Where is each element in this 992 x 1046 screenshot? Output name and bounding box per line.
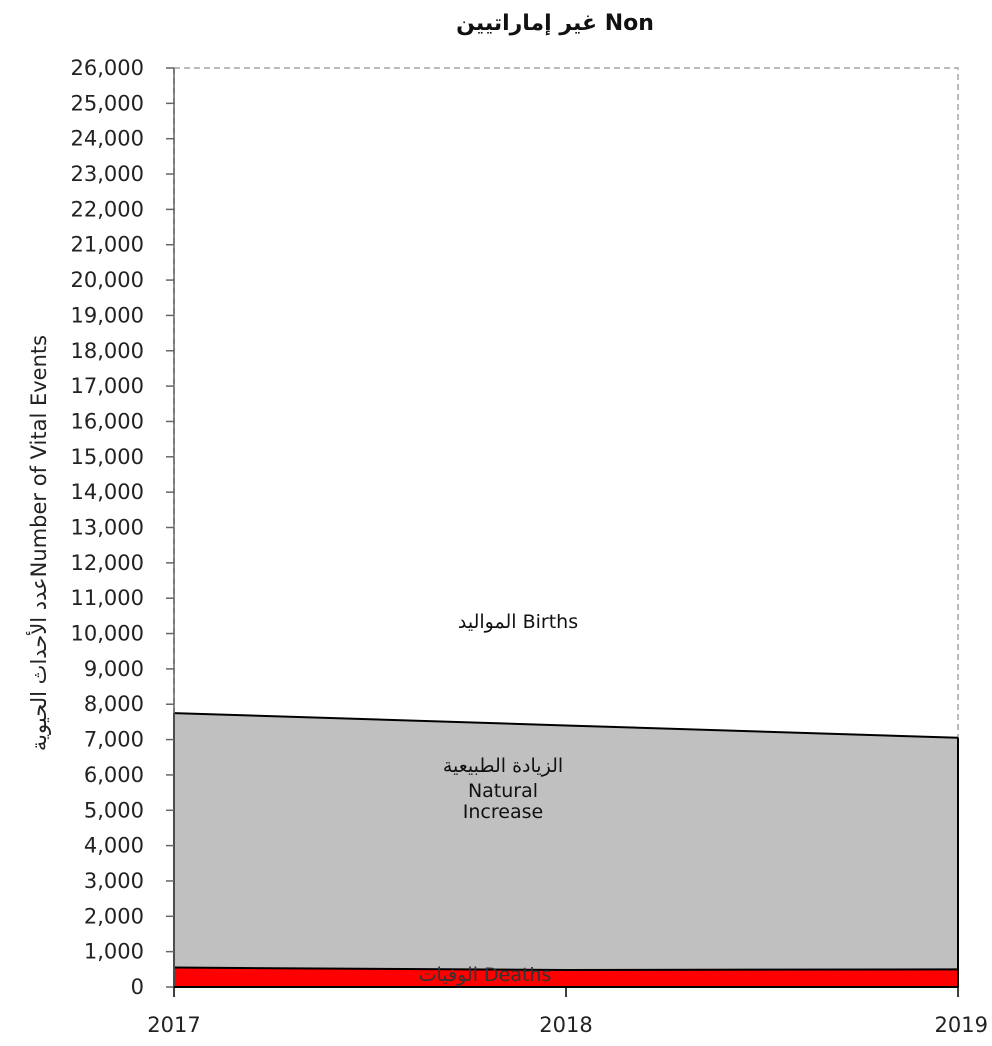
y-tick-label: 0 xyxy=(131,975,144,999)
y-tick-label: 9,000 xyxy=(84,657,144,681)
natural-increase-label-line1: Natural xyxy=(468,780,538,802)
natural-increase-line xyxy=(173,712,959,739)
y-tick-label: 7,000 xyxy=(84,728,144,752)
y-tick-label: 1,000 xyxy=(84,940,144,964)
y-tick-label: 12,000 xyxy=(71,551,144,575)
natural-increase-label-line2: Increase xyxy=(463,801,543,823)
natural-increase-area xyxy=(174,713,958,971)
y-tick-label: 17,000 xyxy=(71,374,144,398)
x-tick-label: 2017 xyxy=(147,1013,200,1037)
y-tick-label: 21,000 xyxy=(71,233,144,257)
x-tick-label: 2018 xyxy=(539,1013,592,1037)
y-tick-label: 10,000 xyxy=(71,622,144,646)
y-tick-label: 5,000 xyxy=(84,798,144,822)
y-tick-label: 23,000 xyxy=(71,162,144,186)
y-tick-label: 4,000 xyxy=(84,834,144,858)
y-tick-label: 25,000 xyxy=(71,91,144,115)
y-tick-label: 2,000 xyxy=(84,904,144,928)
y-tick-label: 22,000 xyxy=(71,197,144,221)
y-tick-label: 16,000 xyxy=(71,409,144,433)
y-tick-label: 8,000 xyxy=(84,692,144,716)
chart-title: غير إماراتيين Non xyxy=(456,11,654,36)
axes: 0 1,000 2,000 3,000 4,000 5,000 6,000 7,000 8,00… xyxy=(71,56,988,1037)
births-area-label: المواليد Births xyxy=(458,611,578,633)
y-tick-label: 13,000 xyxy=(71,516,144,540)
chart-areas xyxy=(173,712,959,987)
y-tick-label: 26,000 xyxy=(71,56,144,80)
deaths-area-label: الوفيات Deaths xyxy=(419,964,552,986)
y-axis-label: عدد الأحداث الحيويةNumber of Vital Event… xyxy=(26,335,51,751)
y-tick-label: 19,000 xyxy=(71,303,144,327)
y-tick-label: 24,000 xyxy=(71,127,144,151)
y-tick-label: 15,000 xyxy=(71,445,144,469)
x-tick-label: 2019 xyxy=(935,1013,988,1037)
y-tick-label: 11,000 xyxy=(71,586,144,610)
natural-increase-label-arabic: الزيادة الطبيعية xyxy=(443,755,563,777)
y-tick-label: 3,000 xyxy=(84,869,144,893)
y-tick-label: 20,000 xyxy=(71,268,144,292)
y-tick-label: 14,000 xyxy=(71,480,144,504)
y-tick-label: 6,000 xyxy=(84,763,144,787)
y-tick-label: 18,000 xyxy=(71,339,144,363)
deaths-line xyxy=(173,966,959,972)
deaths-area xyxy=(174,967,958,987)
